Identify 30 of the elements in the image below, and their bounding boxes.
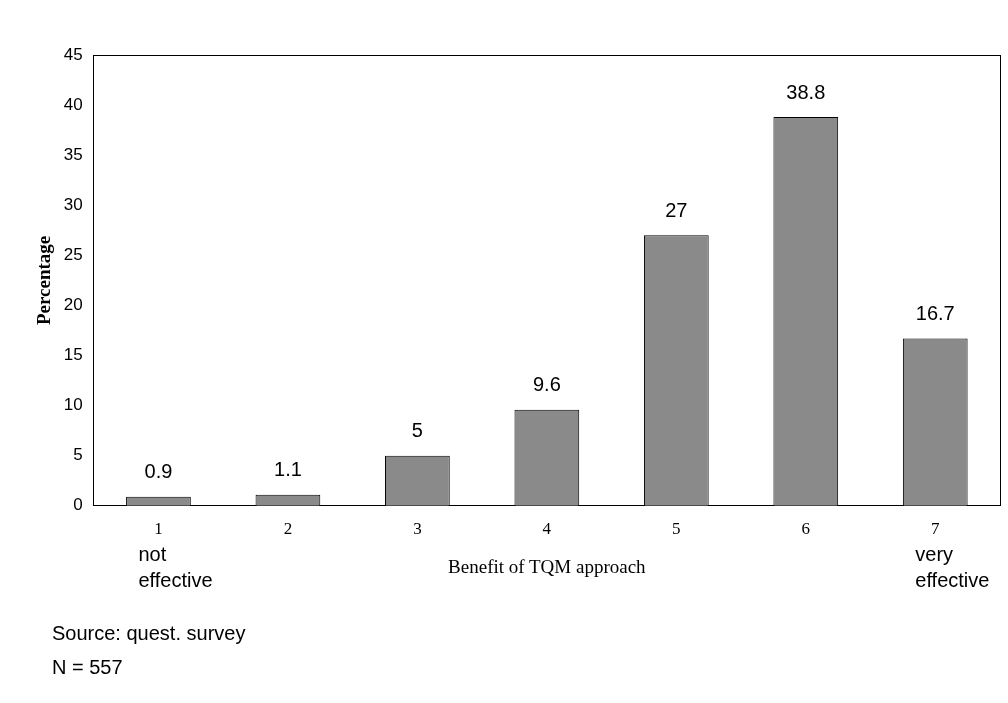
y-tick-label: 25 — [63, 245, 83, 265]
x-axis-title: Benefit of TQM approach — [448, 555, 647, 577]
x-tick-label: 7 — [931, 519, 941, 539]
y-axis-title: Percentage — [33, 235, 55, 326]
x-tick-label: 5 — [672, 519, 681, 539]
y-tick-label: 0 — [73, 495, 83, 515]
y-tick-label: 5 — [73, 445, 83, 465]
data-label: 27 — [665, 198, 688, 221]
x-tick-label: 4 — [542, 519, 552, 539]
data-label: 38.8 — [786, 80, 826, 103]
x-tick-label: 6 — [801, 519, 811, 539]
data-label: 9.6 — [532, 373, 561, 396]
text: N = 557 — [52, 655, 123, 678]
data-label: 5 — [411, 419, 423, 442]
text: very effective — [915, 542, 990, 591]
y-tick-label: 30 — [63, 194, 83, 214]
x-tick-label: 3 — [413, 519, 422, 539]
y-tick-label: 15 — [63, 345, 83, 365]
data-label: 1.1 — [274, 458, 302, 481]
y-tick-label: 35 — [63, 144, 83, 164]
y-tick-label: 40 — [63, 94, 83, 114]
text: not effective — [138, 542, 213, 591]
source-note: Source: quest. survey — [52, 621, 246, 644]
y-tick-label: 10 — [63, 395, 83, 415]
x-tick-label: 1 — [154, 519, 163, 539]
y-tick-label: 20 — [63, 295, 83, 315]
data-label: 0.9 — [144, 460, 173, 483]
x-tick-label: 2 — [283, 519, 293, 539]
data-label: 16.7 — [915, 302, 955, 325]
y-tick-label: 45 — [63, 44, 83, 64]
